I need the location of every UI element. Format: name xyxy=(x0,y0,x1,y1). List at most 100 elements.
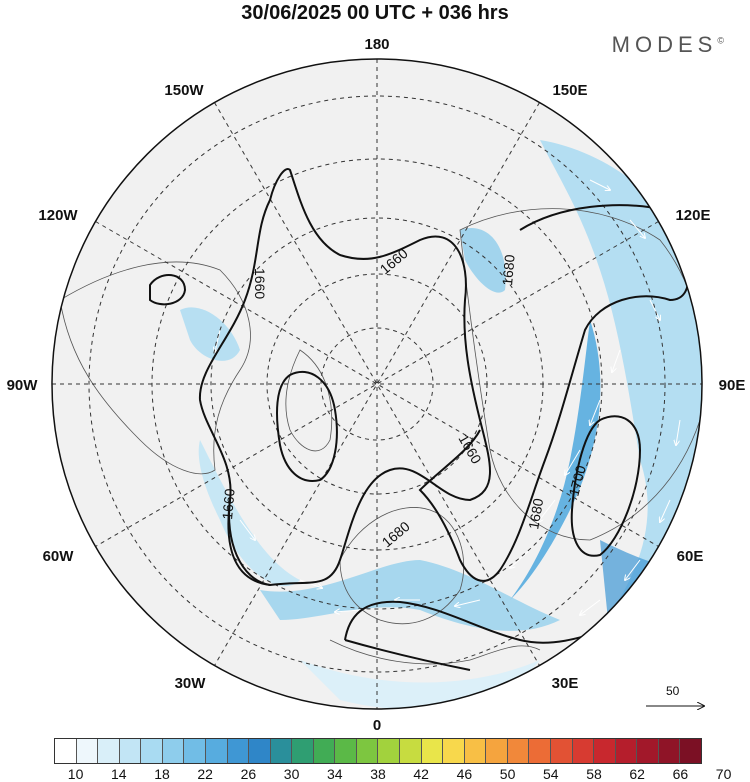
contour-label: 1660 xyxy=(219,488,238,521)
reference-arrow-icon xyxy=(646,684,708,714)
coast-europe xyxy=(339,507,465,624)
wind-vector xyxy=(676,419,681,445)
coast-africa xyxy=(329,639,541,665)
shade-band-southwest xyxy=(198,440,300,587)
lon-label-150e: 150E xyxy=(552,82,587,99)
contour-inner-low xyxy=(276,370,338,482)
colorbar-swatch xyxy=(98,739,120,763)
polar-map: 1660 1660 1680 1660 1660 1700 1680 1680 … xyxy=(7,36,746,734)
contour-west-lower xyxy=(227,499,271,586)
colorbar-swatch xyxy=(421,739,444,763)
wind-vector xyxy=(580,599,601,615)
wind-vector xyxy=(629,219,645,238)
lon-label-180: 180 xyxy=(364,36,389,53)
colorbar-swatch xyxy=(356,739,379,763)
colorbar-label: 14 xyxy=(111,766,127,782)
colorbar-label: 26 xyxy=(240,766,257,782)
colorbar-swatch xyxy=(400,739,422,763)
colorbar-label: 10 xyxy=(67,766,84,782)
colorbar-swatch xyxy=(550,739,573,763)
reference-vector-label: 50 xyxy=(666,684,680,698)
colorbar-swatch xyxy=(249,739,271,763)
brand-text: MODES xyxy=(611,32,718,57)
colorbar-swatch xyxy=(594,739,616,763)
colorbar-swatch xyxy=(184,739,206,763)
colorbar-swatch xyxy=(292,739,314,763)
contour-label: 1680 xyxy=(525,497,546,531)
contour-label: 1680 xyxy=(499,254,518,287)
colorbar-label: 70 xyxy=(715,766,732,782)
colorbar-swatch xyxy=(443,739,465,763)
lon-label-60e: 60E xyxy=(677,548,704,565)
colorbar-swatch xyxy=(464,739,487,763)
colorbar-label: 18 xyxy=(154,766,170,782)
wind-vector xyxy=(625,559,641,580)
wind-vector xyxy=(335,610,361,612)
shade-band-south xyxy=(260,560,560,631)
colorbar-labels: 10 14 18 22 26 30 34 38 42 46 50 54 58 62 66 70 xyxy=(54,766,732,782)
lon-label-60w: 60W xyxy=(43,548,75,565)
wind-vector xyxy=(565,449,581,475)
colorbar-swatch xyxy=(486,739,508,763)
colorbar-label: 46 xyxy=(456,766,473,782)
colorbar-swatch xyxy=(507,739,530,763)
colorbar-swatch xyxy=(205,739,228,763)
wind-vector xyxy=(660,499,671,522)
colorbar-swatch xyxy=(615,739,638,763)
colorbar-swatch xyxy=(119,739,142,763)
latitude-circle xyxy=(88,95,666,673)
colorbar-label: 30 xyxy=(283,766,300,782)
colorbar-swatch xyxy=(658,739,681,763)
chart-title: 30/06/2025 00 UTC + 036 hrs xyxy=(241,2,509,24)
shade-jet-core xyxy=(510,320,601,600)
colorbar-label: 58 xyxy=(586,766,602,782)
colorbar-label: 54 xyxy=(543,766,559,782)
wind-vector xyxy=(299,579,322,588)
colorbar-swatch xyxy=(637,739,659,763)
colorbar-swatch xyxy=(141,739,163,763)
shade-band-east xyxy=(540,140,702,640)
lon-label-30w: 30W xyxy=(175,675,207,692)
colorbar-swatch xyxy=(680,739,701,763)
lon-label-120w: 120W xyxy=(38,207,78,224)
lon-label-30e: 30E xyxy=(552,675,579,692)
wind-vector xyxy=(612,349,621,372)
copyright-mark: © xyxy=(717,35,724,46)
coast-north-america xyxy=(59,261,251,475)
wind-vector xyxy=(215,329,221,352)
coast-asia xyxy=(459,208,702,541)
contour-south-bottom xyxy=(344,639,471,671)
lon-label-90e: 90E xyxy=(719,377,746,394)
colorbar-swatch xyxy=(378,739,400,763)
graticule xyxy=(52,59,702,709)
wind-vector xyxy=(590,399,601,425)
colorbar-label: 50 xyxy=(499,766,516,782)
colorbar-swatch xyxy=(335,739,357,763)
map-disc xyxy=(52,59,702,709)
colorbar xyxy=(54,738,702,764)
wind-vectors xyxy=(215,179,681,615)
colorbar-label: 66 xyxy=(672,766,689,782)
colorbar-swatch xyxy=(227,739,250,763)
latitude-circle xyxy=(320,327,434,441)
lon-label-120e: 120E xyxy=(675,207,710,224)
lon-label-90w: 90W xyxy=(7,377,39,394)
coastlines xyxy=(59,208,702,665)
wind-vector xyxy=(239,519,255,540)
longitude-labels: 180 150W 150E 120W 120E 90W 90E 60W 60E … xyxy=(7,36,746,734)
contour-small-low xyxy=(149,274,187,306)
wind-vector xyxy=(538,499,556,522)
colorbar-label: 34 xyxy=(327,766,343,782)
colorbar-label: 38 xyxy=(370,766,386,782)
reference-vector: 50 xyxy=(644,684,708,714)
wind-vector xyxy=(649,299,660,320)
wind-vector xyxy=(455,599,481,606)
colorbar-swatch xyxy=(55,739,77,763)
colorbar-swatch xyxy=(162,739,185,763)
colorbar-swatch xyxy=(313,739,336,763)
lon-label-150w: 150W xyxy=(164,82,204,99)
wind-vector xyxy=(589,179,610,190)
contour-label: 1660 xyxy=(252,268,268,299)
contour-1700-high xyxy=(570,415,642,557)
colorbar-swatch xyxy=(270,739,293,763)
